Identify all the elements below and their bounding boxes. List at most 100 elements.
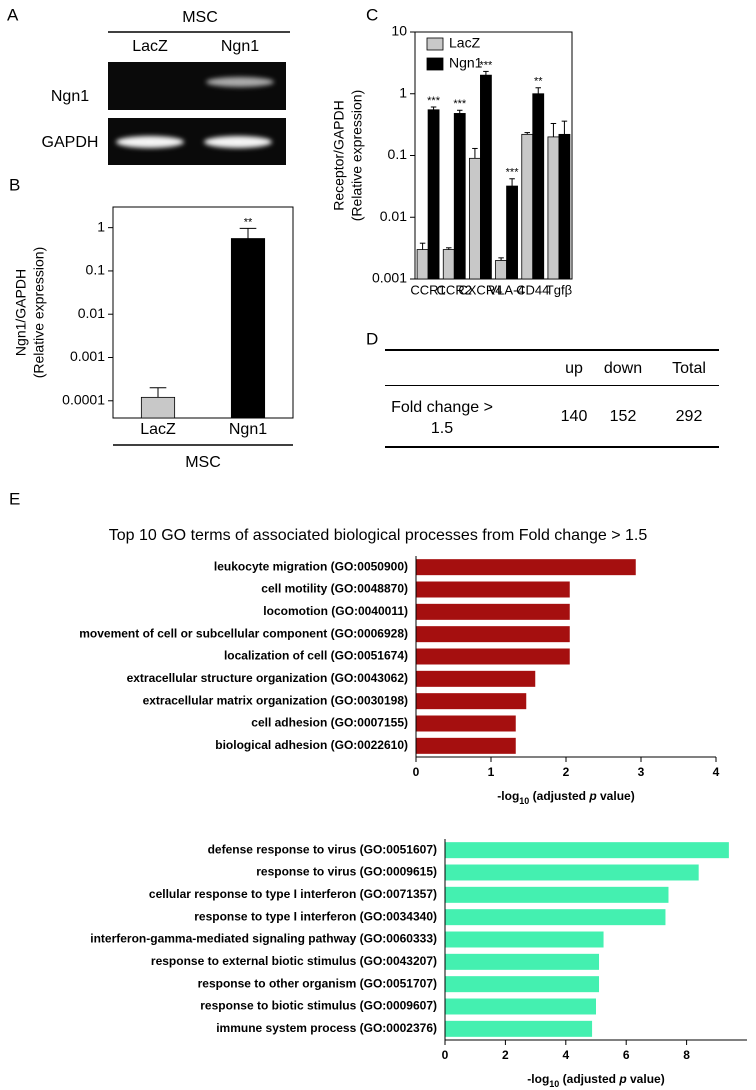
bar	[445, 998, 596, 1015]
bar	[416, 626, 570, 643]
x-axis-label: -log10 (adjusted p value)	[527, 1072, 664, 1089]
panel-label: A	[7, 5, 19, 24]
x-axis-label-part: 10	[519, 796, 529, 806]
y-tick-label: 1	[399, 84, 407, 100]
x-tick-label: VLA-4	[489, 282, 525, 297]
bar	[445, 842, 729, 859]
table-cell: 140	[560, 408, 588, 425]
bar	[532, 93, 545, 280]
x-tick-label: 0	[413, 765, 420, 779]
gel-lane-label: LacZ	[132, 38, 168, 55]
x-tick-label: 1	[488, 765, 495, 779]
bar	[416, 737, 516, 754]
x-tick-label: 4	[562, 1048, 569, 1062]
legend-label: Ngn1	[449, 55, 483, 71]
y-tick-label: 1	[97, 218, 105, 234]
bar	[416, 670, 536, 687]
panel-label: C	[366, 5, 378, 24]
x-tick-label: CCR1	[410, 282, 445, 297]
x-tick-label: 3	[638, 765, 645, 779]
gel-lane-label: Ngn1	[221, 38, 259, 55]
x-tick-label: LacZ	[140, 421, 176, 438]
bar	[469, 157, 481, 280]
category-label: movement of cell or subcellular componen…	[79, 626, 408, 640]
y-axis-label: Ngn1/GAPDH	[13, 269, 29, 356]
x-tick-label: 6	[623, 1048, 630, 1062]
bar	[521, 133, 534, 280]
legend-swatch	[426, 37, 444, 51]
x-tick-label: Tgfβ	[546, 282, 572, 297]
gel-band	[206, 77, 274, 87]
table-header: down	[603, 360, 643, 377]
category-label: response to type I interferon (GO:003434…	[194, 909, 437, 923]
go-title: Top 10 GO terms of associated biological…	[109, 527, 648, 544]
x-tick-label: CXCR4	[458, 282, 502, 297]
y-tick-label: 0.1	[86, 262, 106, 278]
y-tick-label: 0.001	[70, 348, 105, 364]
bar	[416, 648, 570, 665]
plot-frame	[112, 206, 294, 419]
bar	[445, 931, 604, 948]
panel-label: B	[9, 175, 20, 194]
gel-row-label: Ngn1	[51, 88, 89, 105]
bar	[445, 909, 666, 926]
category-label: cell adhesion (GO:0007155)	[251, 716, 408, 730]
x-axis-label-part: (adjusted	[559, 1072, 619, 1086]
bar	[445, 953, 600, 970]
y-tick-label: 10	[391, 23, 407, 39]
table-header: up	[565, 360, 583, 377]
category-label: interferon-gamma-mediated signaling path…	[90, 932, 437, 946]
significance: **	[244, 216, 253, 228]
bar	[558, 133, 571, 280]
bar	[506, 185, 518, 280]
category-label: extracellular matrix organization (GO:00…	[143, 693, 408, 707]
x-axis-label-part: value)	[597, 789, 635, 803]
x-tick-label: 2	[563, 765, 570, 779]
category-label: biological adhesion (GO:0022610)	[215, 738, 408, 752]
bar	[140, 396, 176, 419]
significance: ***	[479, 59, 493, 71]
category-label: cellular response to type I interferon (…	[149, 887, 437, 901]
x-axis-label-part: value)	[627, 1072, 665, 1086]
bar	[416, 249, 429, 280]
bar	[416, 581, 570, 598]
y-axis-label: (Relative expression)	[31, 247, 47, 379]
category-label: immune system process (GO:0002376)	[216, 1021, 437, 1035]
bar	[547, 136, 560, 280]
bar	[427, 109, 440, 280]
x-axis-label-part: -log	[527, 1072, 549, 1086]
significance: ***	[453, 98, 467, 110]
x-tick-label: 8	[683, 1048, 690, 1062]
x-tick-label: 2	[502, 1048, 509, 1062]
bar	[453, 113, 466, 280]
x-axis-label-part: p	[618, 1072, 626, 1086]
category-label: defense response to virus (GO:0051607)	[208, 842, 437, 856]
legend-swatch	[426, 57, 444, 71]
gel-group: MSC	[182, 9, 218, 26]
x-tick-label: CCR2	[437, 282, 472, 297]
table-rule	[385, 446, 719, 448]
bar	[495, 260, 507, 280]
bar	[445, 1020, 593, 1037]
x-tick-label: 0	[442, 1048, 449, 1062]
table-row-label: Fold change > 1.5	[391, 399, 493, 437]
x-tick-label: CD44	[516, 282, 549, 297]
y-axis-label: (Relative expression)	[349, 90, 365, 222]
x-tick-label: Ngn1	[229, 421, 267, 438]
table-cell: 152	[609, 408, 637, 425]
y-tick-label: 0.01	[78, 305, 105, 321]
significance: ***	[506, 167, 520, 179]
category-label: response to other organism (GO:0051707)	[198, 976, 437, 990]
bar	[416, 603, 570, 620]
table-cell: 292	[675, 408, 703, 425]
legend-label: LacZ	[449, 35, 481, 51]
bar	[416, 693, 527, 710]
significance: ***	[427, 95, 441, 107]
bar	[445, 976, 600, 993]
table-rule	[385, 385, 719, 386]
bar	[480, 74, 492, 280]
x-axis-label-part: -log	[497, 789, 519, 803]
bar	[442, 249, 455, 280]
